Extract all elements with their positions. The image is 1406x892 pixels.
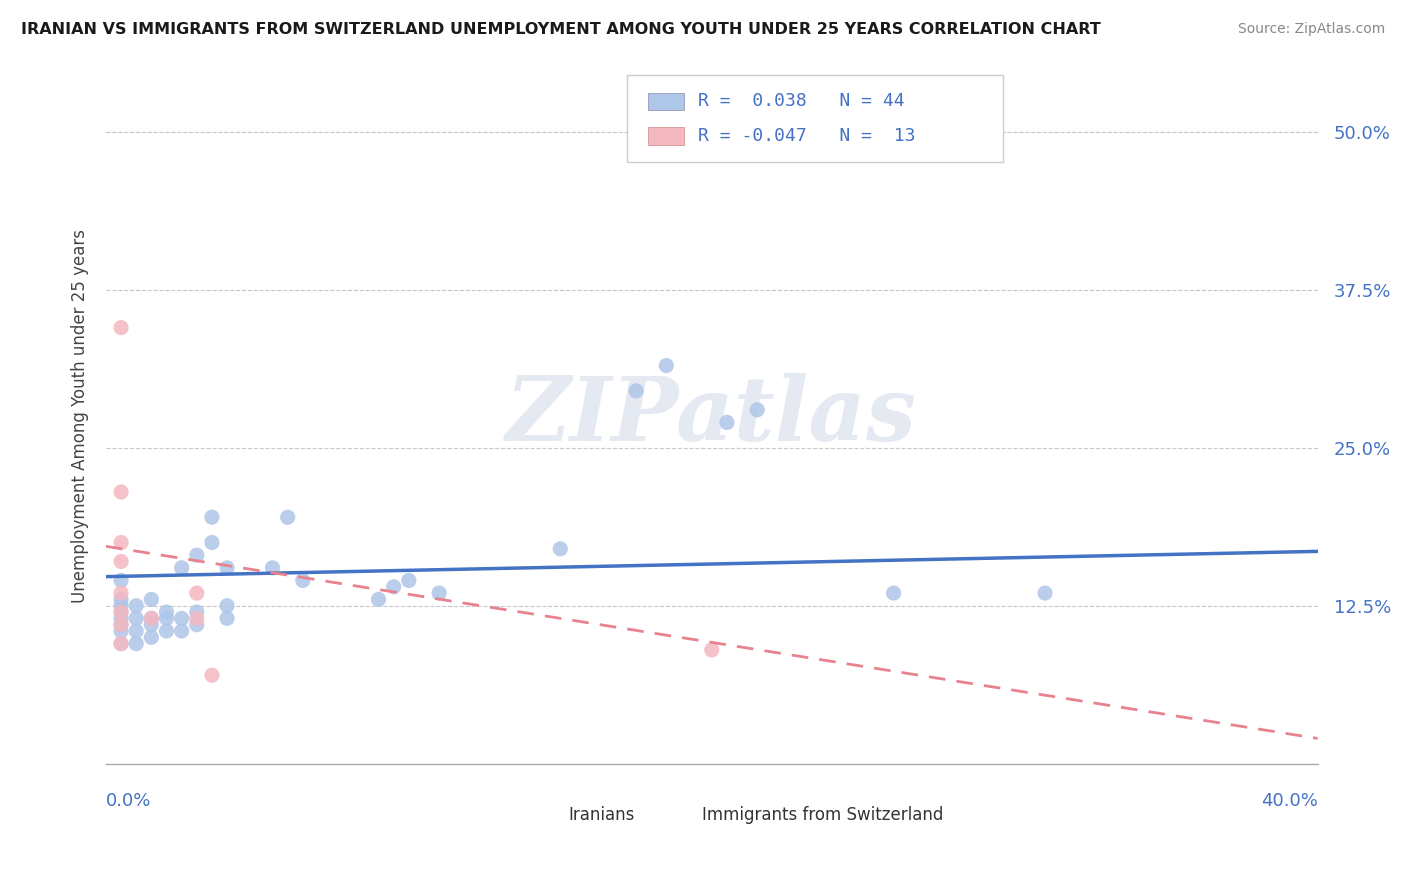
FancyBboxPatch shape — [664, 808, 690, 823]
Point — [110, 320, 132, 334]
Text: Source: ZipAtlas.com: Source: ZipAtlas.com — [1237, 22, 1385, 37]
Point — [186, 548, 208, 562]
Point — [186, 586, 208, 600]
Point — [170, 611, 193, 625]
Text: Immigrants from Switzerland: Immigrants from Switzerland — [702, 806, 943, 824]
Point — [262, 561, 284, 575]
Text: Iranians: Iranians — [569, 806, 636, 824]
Point — [155, 605, 177, 619]
Point — [186, 611, 208, 625]
Y-axis label: Unemployment Among Youth under 25 years: Unemployment Among Youth under 25 years — [72, 229, 89, 603]
FancyBboxPatch shape — [648, 93, 683, 111]
Point — [277, 510, 299, 524]
Point — [110, 605, 132, 619]
Point — [367, 592, 389, 607]
Point — [186, 605, 208, 619]
FancyBboxPatch shape — [648, 128, 683, 145]
Point — [110, 599, 132, 613]
FancyBboxPatch shape — [627, 76, 1002, 162]
Point — [1033, 586, 1056, 600]
Text: R = -0.047   N =  13: R = -0.047 N = 13 — [699, 128, 915, 145]
Point — [110, 617, 132, 632]
Text: R =  0.038   N = 44: R = 0.038 N = 44 — [699, 93, 905, 111]
Point — [700, 643, 723, 657]
Point — [155, 611, 177, 625]
Point — [201, 668, 224, 682]
Point — [141, 630, 163, 644]
Point — [125, 624, 148, 638]
Point — [170, 561, 193, 575]
Point — [110, 637, 132, 651]
Point — [550, 541, 572, 556]
Point — [110, 617, 132, 632]
Point — [398, 574, 420, 588]
Point — [883, 586, 905, 600]
Text: 0.0%: 0.0% — [105, 791, 152, 810]
Point — [747, 402, 769, 417]
Point — [217, 561, 239, 575]
Point — [110, 605, 132, 619]
Text: ZIPatlas: ZIPatlas — [506, 373, 917, 459]
Point — [110, 554, 132, 568]
Point — [141, 592, 163, 607]
Point — [141, 617, 163, 632]
Point — [125, 599, 148, 613]
Point — [110, 535, 132, 549]
Point — [217, 611, 239, 625]
Point — [427, 586, 450, 600]
Point — [141, 611, 163, 625]
Point — [110, 637, 132, 651]
Point — [110, 592, 132, 607]
Text: IRANIAN VS IMMIGRANTS FROM SWITZERLAND UNEMPLOYMENT AMONG YOUTH UNDER 25 YEARS C: IRANIAN VS IMMIGRANTS FROM SWITZERLAND U… — [21, 22, 1101, 37]
Point — [155, 624, 177, 638]
Point — [217, 599, 239, 613]
Point — [201, 510, 224, 524]
Point — [110, 485, 132, 500]
Point — [201, 535, 224, 549]
Point — [125, 611, 148, 625]
Point — [655, 359, 678, 373]
Point — [624, 384, 647, 398]
Point — [110, 586, 132, 600]
Point — [110, 611, 132, 625]
Point — [186, 617, 208, 632]
Point — [110, 624, 132, 638]
Point — [125, 637, 148, 651]
Text: 40.0%: 40.0% — [1261, 791, 1317, 810]
Point — [170, 624, 193, 638]
Point — [110, 574, 132, 588]
Point — [291, 574, 314, 588]
FancyBboxPatch shape — [530, 808, 557, 823]
Point — [141, 611, 163, 625]
Point — [716, 416, 738, 430]
Point — [382, 580, 405, 594]
